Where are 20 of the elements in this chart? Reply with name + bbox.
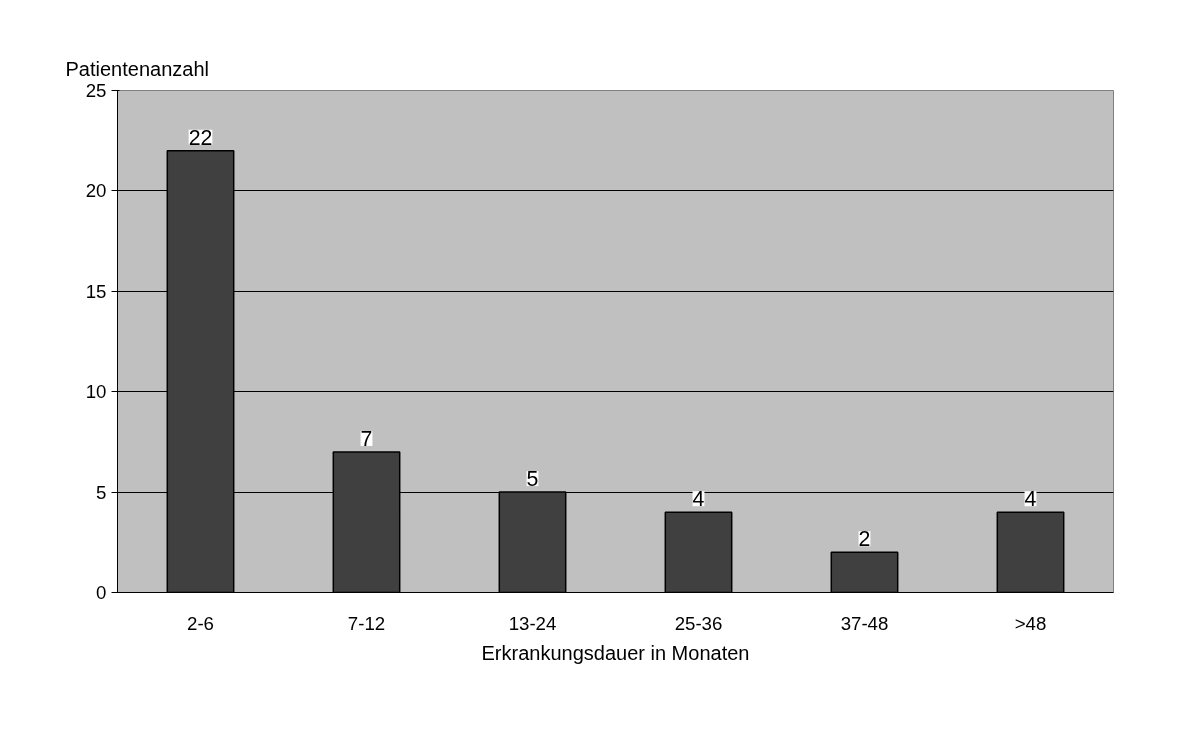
x-axis-title: Erkrankungsdauer in Monaten — [481, 641, 750, 664]
y-tick-label: 0 — [96, 582, 107, 603]
y-tick-label: 20 — [85, 180, 107, 202]
x-tick-label: 37-48 — [840, 612, 889, 634]
y-tick-label: 5 — [96, 481, 107, 503]
data-label: 2 — [858, 527, 871, 552]
x-tick-label: 2-6 — [187, 612, 214, 634]
y-tick-label: 10 — [85, 381, 107, 403]
x-tick-label: 7-12 — [347, 612, 386, 634]
x-tick-label: 25-36 — [674, 612, 723, 634]
data-label: 4 — [1024, 487, 1037, 512]
data-label: 7 — [360, 426, 373, 451]
data-label: 22 — [188, 125, 213, 150]
data-label: 4 — [692, 487, 705, 512]
y-tick-label: 15 — [85, 280, 107, 302]
y-axis-title: Patientenanzahl — [65, 57, 209, 80]
x-tick-label: 13-24 — [508, 612, 557, 634]
y-tick-label: 25 — [85, 80, 107, 101]
x-tick-label: >48 — [1014, 612, 1047, 634]
data-label: 5 — [526, 467, 539, 492]
